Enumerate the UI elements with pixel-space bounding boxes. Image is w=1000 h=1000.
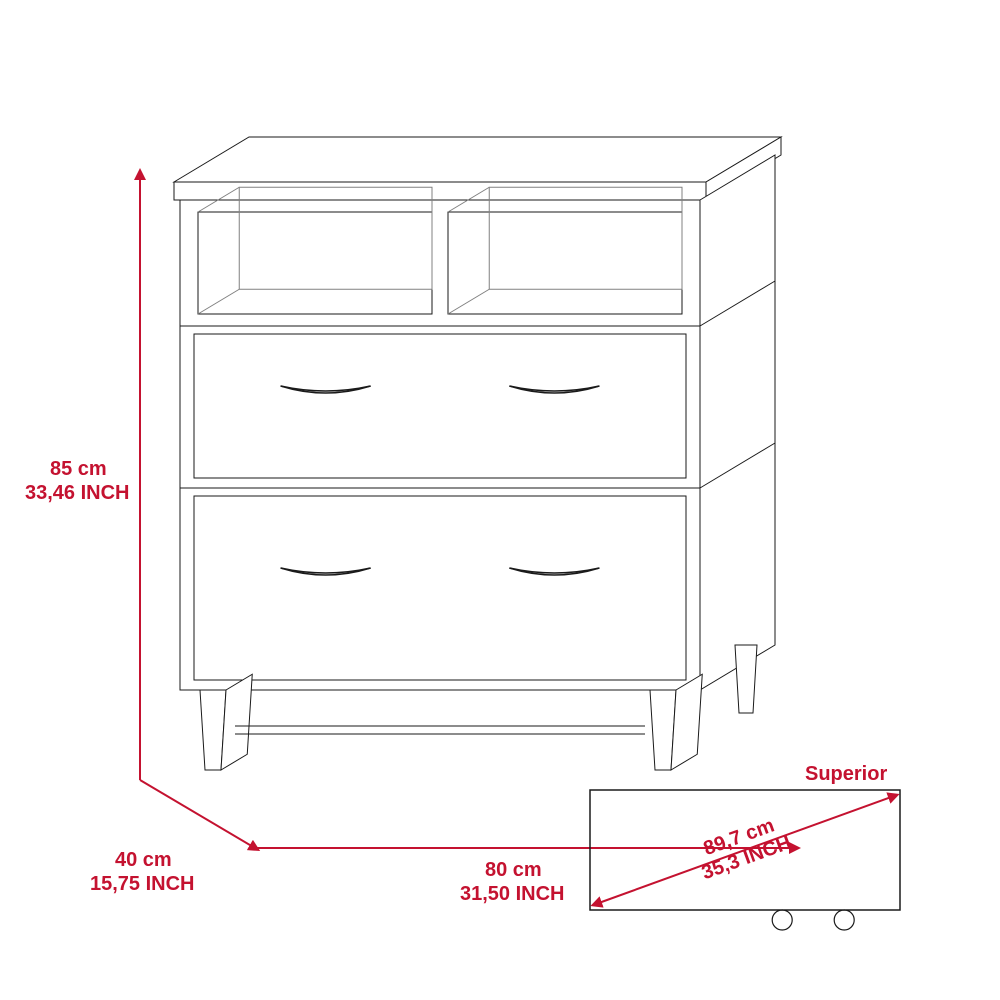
dim-depth-inch: 15,75 INCH <box>90 873 195 895</box>
dim-width-cm: 80 cm <box>485 859 542 881</box>
dim-height-inch: 33,46 INCH <box>25 482 130 504</box>
inset-superior: Superior89,7 cm35,3 INCH <box>590 763 900 930</box>
dim-width-inch: 31,50 INCH <box>460 883 565 905</box>
dim-depth-cm: 40 cm <box>115 849 172 871</box>
furniture-drawing <box>174 137 781 770</box>
inset-title: Superior <box>805 763 887 785</box>
dim-height-cm: 85 cm <box>50 458 107 480</box>
